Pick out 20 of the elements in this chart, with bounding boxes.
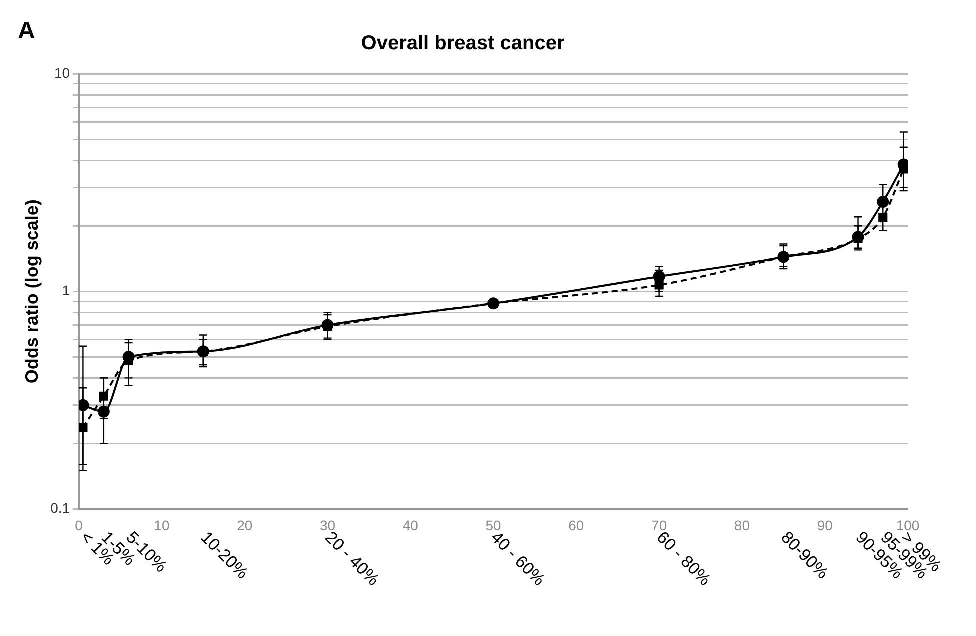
y-tick-label: 10 (54, 64, 70, 81)
x-tick-label: 100 (896, 517, 920, 534)
y-tick-label: 1 (62, 282, 70, 298)
point (877, 196, 890, 208)
x-tick-label: 10 (154, 517, 170, 534)
point (98, 406, 110, 418)
x-tick-label: 30 (320, 517, 336, 534)
y-tick-label: 0.1 (50, 500, 70, 516)
x-tick-label: 50 (486, 517, 502, 534)
x-tick-label: 70 (652, 517, 668, 534)
x-tick-label: 20 (237, 517, 253, 534)
text: A (18, 18, 36, 45)
x-tick-label: 60 (568, 517, 584, 534)
x-tick-label: 40 (402, 517, 419, 534)
chart-title: Overall breast cancer (361, 32, 565, 55)
x-tick-label: 90 (817, 517, 834, 534)
point (99, 392, 108, 401)
x-tick-label: 80 (734, 517, 750, 534)
x-tick-label: 0 (75, 517, 84, 534)
y-axis-title: Odds ratio (log scale) (22, 200, 42, 384)
